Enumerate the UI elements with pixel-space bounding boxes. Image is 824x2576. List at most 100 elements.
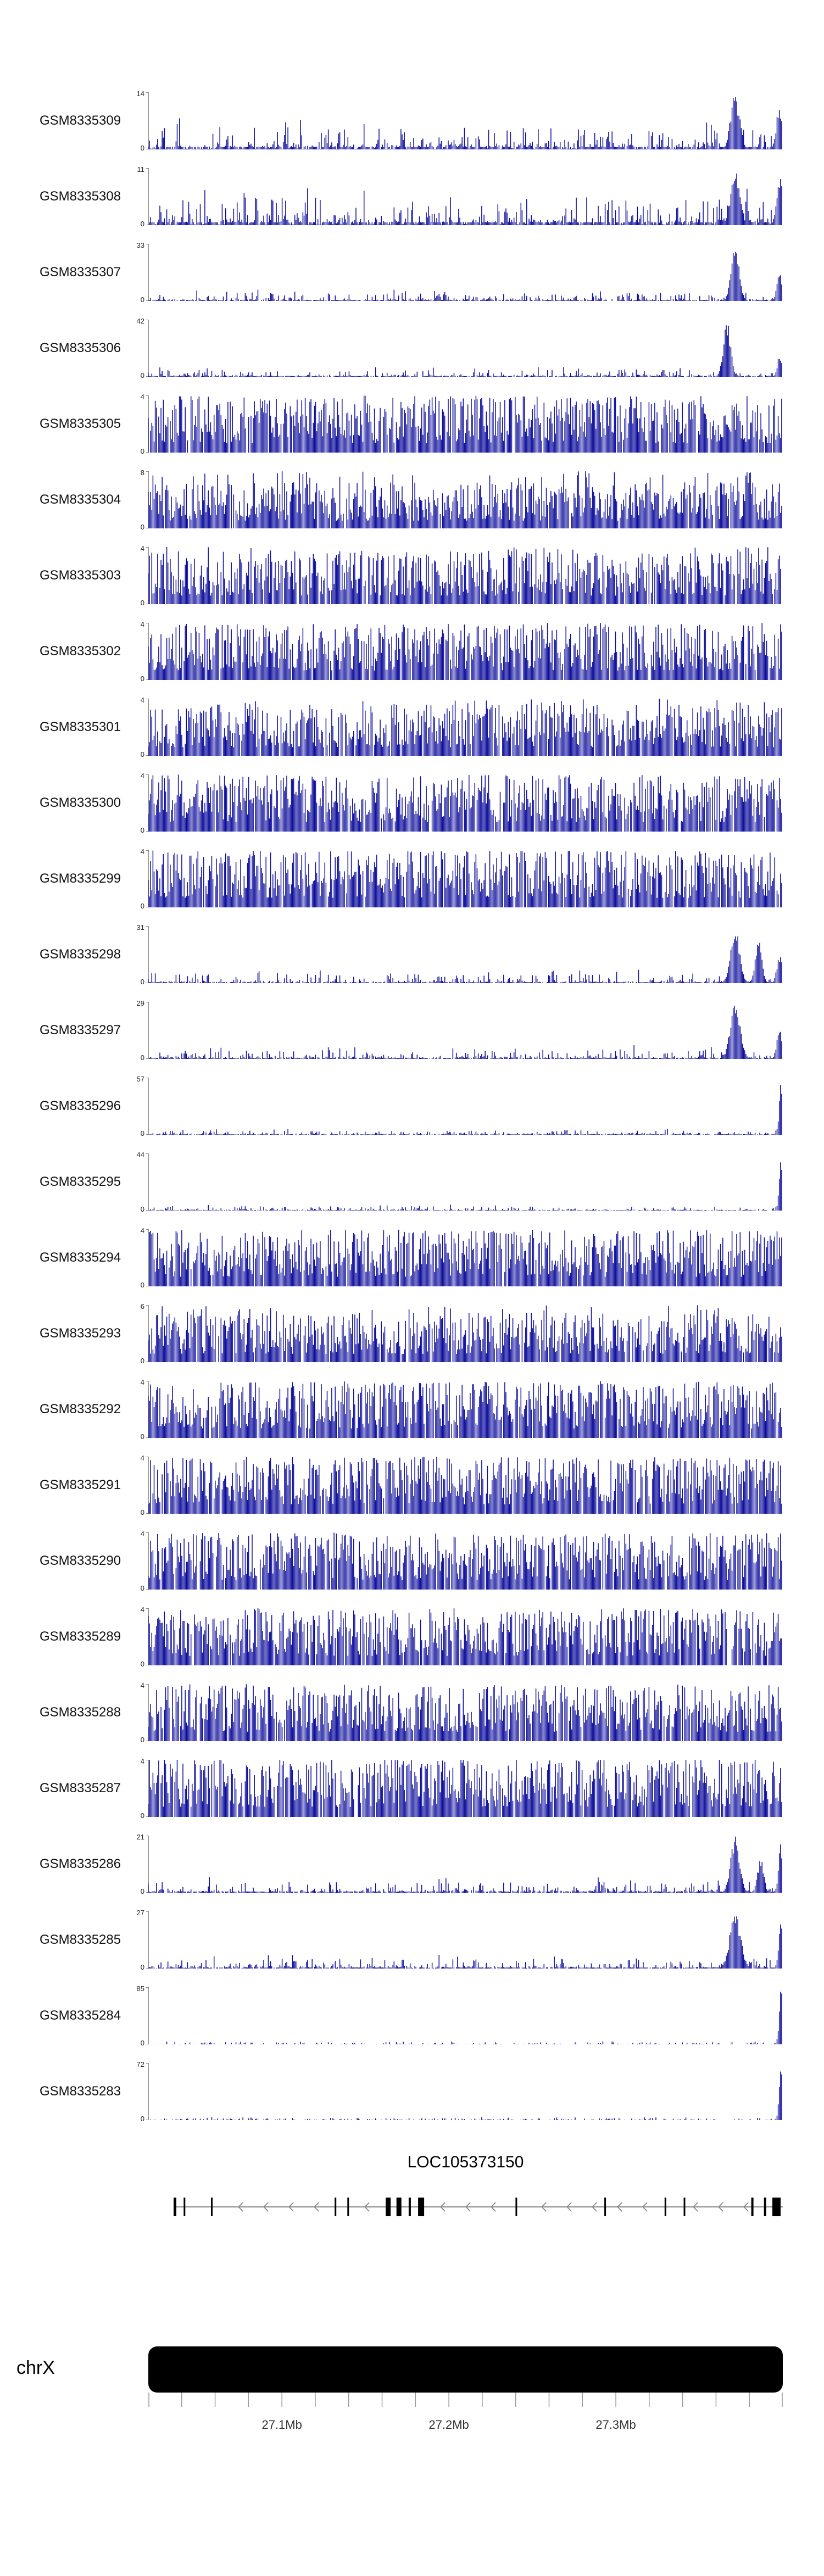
- track-plot: 4 0: [141, 696, 783, 758]
- axis-mb-label: 27.2Mb: [428, 2418, 469, 2432]
- track-plot: 4 0: [141, 848, 783, 910]
- strand-arrow-left: [642, 2202, 648, 2212]
- signal-histogram: [149, 1006, 782, 1059]
- yaxis-min-label: 0: [140, 1963, 144, 1971]
- exon-box: [604, 2198, 606, 2216]
- signal-histogram: [149, 1085, 782, 1135]
- data-track-row: GSM8335301 4 0: [0, 696, 824, 774]
- track-plot: 4 0: [141, 545, 783, 606]
- exon-box: [751, 2198, 754, 2216]
- yaxis-line: [146, 168, 149, 225]
- yaxis-max-label: 8: [140, 469, 144, 477]
- strand-arrow-left: [364, 2202, 370, 2212]
- yaxis-min-label: 0: [140, 1887, 144, 1895]
- track-label: GSM8335286: [40, 1856, 121, 1871]
- track-plot: 4 0: [141, 1606, 783, 1668]
- track-plot: 4 0: [141, 621, 783, 682]
- exon-box: [664, 2198, 666, 2216]
- yaxis-min-label: 0: [140, 2115, 144, 2123]
- signal-histogram: [148, 325, 782, 377]
- signal-histogram: [148, 1162, 782, 1211]
- data-track-row: GSM8335288 4 0: [0, 1682, 824, 1760]
- data-track-row: GSM8335289 4 0: [0, 1606, 824, 1684]
- track-label: GSM8335305: [40, 416, 121, 431]
- data-track-row: GSM8335302 4 0: [0, 621, 824, 699]
- yaxis-line: [146, 1760, 149, 1817]
- signal-histogram: [148, 774, 782, 832]
- data-track-row: GSM8335308 11 0: [0, 166, 824, 244]
- track-label: GSM8335293: [40, 1326, 121, 1341]
- track-plot: 85 0: [137, 1985, 783, 2047]
- yaxis-max-label: 21: [136, 1833, 144, 1841]
- gene-model-track: [174, 2198, 783, 2216]
- yaxis-min-label: 0: [140, 295, 144, 304]
- exon-box: [772, 2198, 781, 2216]
- track-label: GSM8335291: [40, 1477, 121, 1492]
- data-track-row: GSM8335293 6 0: [0, 1303, 824, 1381]
- track-plot: 8 0: [141, 469, 783, 531]
- strand-arrow-left: [692, 2202, 698, 2212]
- yaxis-min-label: 0: [140, 1357, 144, 1365]
- yaxis-max-label: 4: [140, 1378, 144, 1386]
- data-track-row: GSM8335299 4 0: [0, 848, 824, 926]
- yaxis-min-label: 0: [140, 1205, 144, 1213]
- signal-histogram: [148, 1760, 782, 1817]
- signal-histogram: [148, 97, 782, 149]
- track-label: GSM8335302: [40, 644, 121, 659]
- yaxis-min-label: 0: [140, 1811, 144, 1820]
- yaxis-max-label: 29: [136, 999, 144, 1007]
- data-track-row: GSM8335304 8 0: [0, 469, 824, 547]
- yaxis-min-label: 0: [140, 1584, 144, 1592]
- yaxis-min-label: 0: [140, 2039, 144, 2047]
- yaxis-min-label: 0: [140, 902, 144, 910]
- yaxis-min-label: 0: [140, 674, 144, 683]
- axis-mb-label: 27.3Mb: [595, 2418, 636, 2432]
- data-track-row: GSM8335286 21 0: [0, 1833, 824, 1911]
- yaxis-min-label: 0: [140, 1432, 144, 1441]
- signal-histogram: [148, 547, 781, 604]
- exon-box: [386, 2198, 391, 2216]
- track-label: GSM8335295: [40, 1174, 121, 1189]
- axis-mb-label: 27.1Mb: [261, 2418, 302, 2432]
- signal-histogram: [148, 252, 782, 301]
- yaxis-min-label: 0: [140, 1129, 144, 1138]
- yaxis-max-label: 42: [136, 317, 144, 325]
- yaxis-min-label: 0: [140, 1053, 144, 1062]
- track-plot: 11 0: [137, 166, 783, 227]
- strand-arrow-left: [717, 2202, 723, 2212]
- data-track-row: GSM8335307 33 0: [0, 242, 824, 320]
- yaxis-max-label: 4: [140, 772, 144, 780]
- exon-box: [683, 2198, 686, 2216]
- yaxis-line: [146, 1229, 149, 1286]
- track-plot: 4 0: [141, 1454, 783, 1516]
- signal-histogram: [148, 936, 782, 983]
- signal-histogram: [148, 699, 782, 756]
- yaxis-min-label: 0: [140, 371, 144, 380]
- signal-histogram: [148, 850, 782, 907]
- yaxis-line: [146, 1305, 149, 1362]
- data-track-row: GSM8335291 4 0: [0, 1454, 824, 1532]
- yaxis-max-label: 57: [136, 1075, 144, 1083]
- data-track-row: GSM8335290 4 0: [0, 1530, 824, 1608]
- yaxis-line: [146, 1002, 149, 1059]
- track-label: GSM8335287: [40, 1781, 121, 1796]
- signal-histogram: [148, 1836, 782, 1893]
- signal-histogram: [150, 2071, 782, 2120]
- track-label: GSM8335308: [40, 189, 121, 204]
- gene-name-label: LOC105373150: [407, 2153, 524, 2171]
- signal-histogram: [148, 1608, 782, 1665]
- exon-box: [764, 2198, 766, 2216]
- track-label: GSM8335283: [40, 2084, 121, 2099]
- yaxis-max-label: 4: [140, 620, 144, 628]
- track-plot: 4 0: [141, 1682, 783, 1743]
- yaxis-max-label: 11: [137, 165, 145, 174]
- strand-arrow-left: [566, 2202, 572, 2212]
- track-plot: 42 0: [137, 317, 783, 379]
- yaxis-max-label: 4: [140, 847, 144, 856]
- yaxis-max-label: 44: [136, 1151, 144, 1159]
- track-plot: 4 0: [141, 1758, 783, 1819]
- track-plot: 4 0: [141, 1530, 783, 1592]
- yaxis-max-label: 4: [140, 1757, 144, 1765]
- track-label: GSM8335306: [40, 341, 121, 355]
- data-track-row: GSM8335306 42 0: [0, 317, 824, 395]
